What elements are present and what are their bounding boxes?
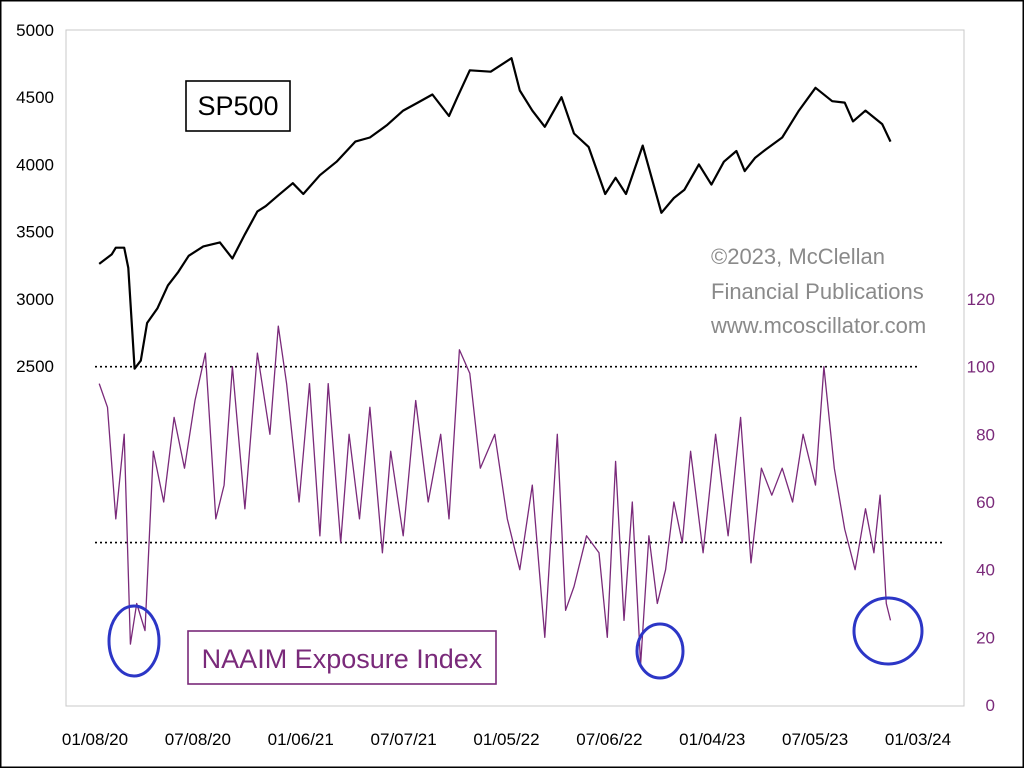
- left-tick-label: 2500: [16, 357, 54, 376]
- x-tick-label: 07/08/20: [165, 730, 231, 749]
- highlight-circle-2023: [852, 596, 924, 666]
- sp500-label-box: SP500: [185, 80, 291, 132]
- x-tick-label: 01/04/23: [679, 730, 745, 749]
- left-tick-label: 4500: [16, 88, 54, 107]
- highlight-circle-2022: [635, 622, 685, 680]
- copyright-line-1: ©2023, McClellan: [711, 244, 885, 269]
- right-tick-label: 80: [976, 425, 995, 444]
- right-tick-label: 40: [976, 561, 995, 580]
- x-tick-label: 07/06/22: [576, 730, 642, 749]
- copyright-line-2: Financial Publications: [711, 279, 924, 304]
- x-tick-label: 01/05/22: [473, 730, 539, 749]
- left-tick-label: 4000: [16, 155, 54, 174]
- sp500-label: SP500: [197, 91, 278, 121]
- right-tick-label: 0: [986, 696, 995, 715]
- naaim-series-line: [98, 325, 892, 666]
- naaim-label-box: NAAIM Exposure Index: [187, 630, 497, 685]
- right-tick-label: 100: [967, 358, 995, 377]
- x-tick-label: 01/06/21: [268, 730, 334, 749]
- x-tick-label: 01/03/24: [885, 730, 951, 749]
- x-axis-ticks: 01/08/20 07/08/20 01/06/21 07/07/21 01/05/22…: [62, 730, 951, 749]
- naaim-label: NAAIM Exposure Index: [202, 644, 483, 674]
- right-axis-ticks: 0 20 40 60 80 100 120: [967, 290, 995, 715]
- right-tick-label: 20: [976, 628, 995, 647]
- left-axis-ticks: 2500 3000 3500 4000 4500 5000: [16, 21, 54, 376]
- x-tick-label: 07/07/21: [371, 730, 437, 749]
- right-tick-label: 60: [976, 493, 995, 512]
- x-tick-label: 07/05/23: [782, 730, 848, 749]
- plot-area: [65, 29, 965, 707]
- x-tick-label: 01/08/20: [62, 730, 128, 749]
- left-tick-label: 3500: [16, 223, 54, 242]
- right-tick-label: 120: [967, 290, 995, 309]
- left-tick-label: 5000: [16, 21, 54, 40]
- copyright-line-3: www.mcoscillator.com: [710, 313, 926, 338]
- left-tick-label: 3000: [16, 290, 54, 309]
- highlight-circle-2020: [107, 604, 161, 678]
- copyright-block: ©2023, McClellan Financial Publications …: [710, 244, 926, 338]
- sp500-series-line: [98, 57, 892, 370]
